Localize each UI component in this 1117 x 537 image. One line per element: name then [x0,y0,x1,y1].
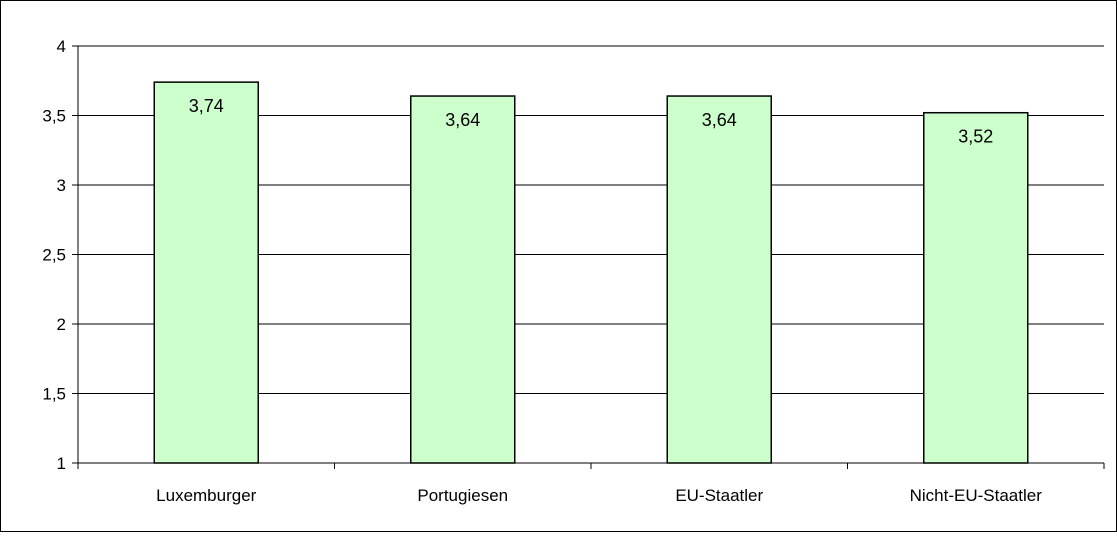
x-tick-label-3: Nicht-EU-Staatler [910,486,1043,505]
bar-value-label-0: 3,74 [189,96,224,116]
bar-1 [410,95,516,464]
bar-value-label-1: 3,64 [445,110,480,130]
bar-2 [666,95,772,464]
labels: 1 1,5 2 2,5 3 3,5 4 3,74 Luxemburger 3,64 Portugie… [42,37,1042,505]
y-tick-label-5: 3,5 [42,107,66,126]
x-tick-label-2: EU-Staatler [675,486,763,505]
bar-3 [923,111,1029,464]
y-tick-label-2: 2 [57,315,66,334]
bar-0 [153,81,259,464]
y-tick-label-0: 1 [57,454,66,473]
x-tick-label-1: Portugiesen [417,486,508,505]
bar-value-label-3: 3,52 [958,127,993,147]
bars [153,81,1029,464]
y-tick-label-6: 4 [57,37,66,56]
axes [72,45,1105,469]
y-tick-label-4: 3 [57,176,66,195]
y-tick-label-1: 1,5 [42,385,66,404]
y-tick-label-3: 2,5 [42,246,66,265]
x-tick-label-0: Luxemburger [156,486,257,505]
bar-value-label-2: 3,64 [702,110,737,130]
